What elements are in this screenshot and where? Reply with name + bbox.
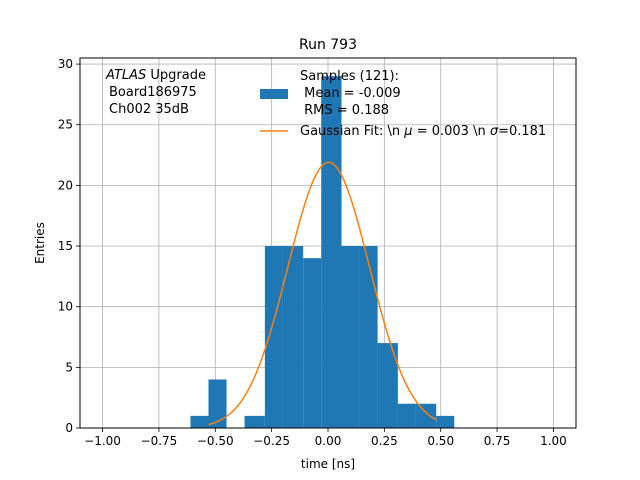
gaussian-fit-curve	[208, 161, 437, 426]
histogram-bar	[190, 415, 209, 428]
y-tick-label: 25	[58, 118, 73, 132]
legend-histogram-line1: Samples (121):	[300, 69, 399, 84]
histogram-bar	[415, 403, 437, 428]
legend-fit-label: Gaussian Fit: \n μ = 0.003 \n σ=0.181	[300, 124, 546, 139]
atlas-annotation-line3: Ch002 35dB	[109, 102, 189, 117]
y-tick-label: 5	[65, 360, 73, 374]
histogram-bar	[208, 379, 227, 428]
gaussian-fit	[208, 161, 437, 426]
histogram-bars	[190, 76, 455, 429]
x-tick-label: −0.25	[253, 434, 290, 448]
legend-fit-mu: μ	[403, 124, 412, 139]
atlas-annotation: ATLAS Upgrade Board186975 Ch002 35dB	[105, 68, 206, 117]
atlas-upgrade: Upgrade	[146, 68, 206, 83]
legend-histogram-swatch	[260, 89, 288, 99]
histogram-bar	[341, 246, 360, 428]
histogram-bar	[282, 246, 304, 428]
x-tick-label: 1.00	[540, 434, 567, 448]
legend-fit-post: =0.181	[498, 124, 546, 139]
atlas-annotation-line1: ATLAS Upgrade	[105, 68, 206, 83]
y-tick-label: 0	[65, 421, 73, 435]
histogram-bar	[303, 258, 322, 428]
x-axis-label: time [ns]	[301, 457, 355, 471]
x-axis-ticks: −1.00 −0.75 −0.50 −0.25 0.00 0.25 0.50 0.75 1.00	[84, 428, 567, 448]
y-axis-ticks: 0 5 10 15 20 25 30	[58, 57, 80, 435]
y-tick-label: 20	[58, 178, 73, 192]
histogram-bar	[377, 343, 398, 428]
histogram-bar	[397, 403, 416, 428]
x-tick-label: 0.00	[315, 434, 342, 448]
legend-fit-mid: = 0.003 \n	[413, 124, 490, 139]
legend-histogram-line3: RMS = 0.188	[300, 103, 389, 118]
legend-fit-pre: Gaussian Fit: \n	[300, 124, 404, 139]
x-tick-label: −1.00	[84, 434, 121, 448]
legend-fit-sigma: σ	[490, 124, 499, 139]
y-axis-label: Entries	[33, 222, 47, 264]
y-tick-label: 10	[58, 300, 73, 314]
x-tick-label: −0.50	[197, 434, 234, 448]
y-tick-label: 15	[58, 239, 73, 253]
y-tick-label: 30	[58, 57, 73, 71]
x-tick-label: 0.25	[371, 434, 398, 448]
chart-title: Run 793	[299, 37, 357, 53]
x-tick-label: −0.75	[141, 434, 178, 448]
atlas-annotation-line2: Board186975	[109, 85, 197, 100]
histogram-bar	[359, 246, 378, 428]
atlas-italic: ATLAS	[105, 68, 146, 83]
legend: Samples (121): Mean = -0.009 RMS = 0.188…	[260, 69, 546, 139]
histogram-bar	[244, 415, 265, 428]
x-tick-label: 0.75	[484, 434, 511, 448]
histogram-bar	[264, 246, 283, 428]
x-tick-label: 0.50	[427, 434, 454, 448]
histogram-bar	[436, 415, 455, 428]
histogram-bar	[321, 76, 342, 429]
legend-histogram-line2: Mean = -0.009	[300, 86, 401, 101]
